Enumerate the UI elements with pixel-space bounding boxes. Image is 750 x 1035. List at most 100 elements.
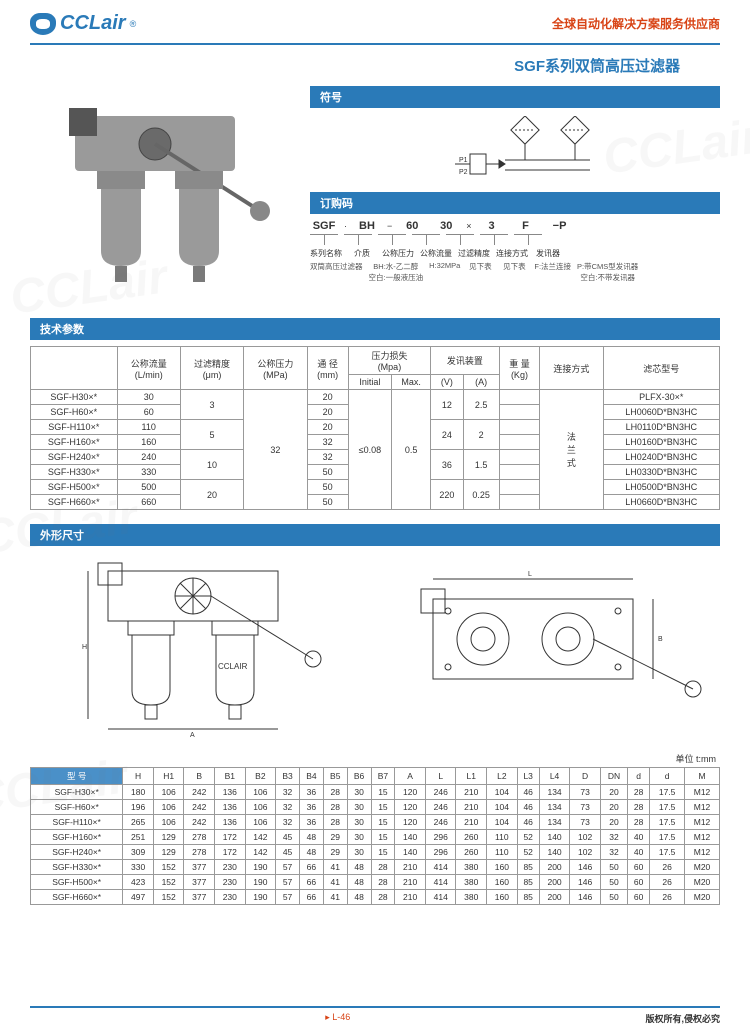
section-symbol: 符号 bbox=[310, 86, 720, 108]
table-cell: 2.5 bbox=[463, 390, 499, 420]
table-cell: 66 bbox=[299, 860, 323, 875]
table-cell: 309 bbox=[123, 845, 154, 860]
table-cell: 60 bbox=[628, 875, 650, 890]
table-cell: M12 bbox=[685, 785, 720, 800]
table-cell: 230 bbox=[215, 875, 246, 890]
table-cell: 414 bbox=[425, 875, 456, 890]
logo-icon bbox=[30, 13, 56, 35]
table-cell: 17.5 bbox=[650, 845, 685, 860]
table-cell: 50 bbox=[307, 480, 348, 495]
table-cell: 140 bbox=[539, 845, 570, 860]
table-cell: 60 bbox=[628, 860, 650, 875]
order-sublabel: 双筒高压过滤器 bbox=[310, 261, 363, 283]
order-seg: −P bbox=[546, 220, 574, 232]
table-cell: 120 bbox=[395, 785, 426, 800]
table-cell: 104 bbox=[487, 815, 518, 830]
table-cell: 32 bbox=[276, 785, 300, 800]
table-cell: 120 bbox=[395, 815, 426, 830]
table-cell: 120 bbox=[395, 800, 426, 815]
table-cell: 28 bbox=[371, 890, 395, 905]
table-cell: 28 bbox=[323, 800, 347, 815]
table-cell bbox=[499, 450, 540, 465]
table-cell: 380 bbox=[456, 890, 487, 905]
order-label: 介质 bbox=[348, 248, 376, 259]
table-cell: 57 bbox=[276, 890, 300, 905]
table-cell: 210 bbox=[395, 890, 426, 905]
table-cell: 57 bbox=[276, 860, 300, 875]
table-cell: 85 bbox=[517, 890, 539, 905]
table-cell: 200 bbox=[539, 860, 570, 875]
table-cell: SGF-H110×* bbox=[31, 815, 123, 830]
table-cell: SGF-H60×* bbox=[31, 800, 123, 815]
table-cell bbox=[499, 495, 540, 510]
svg-text:H: H bbox=[82, 644, 87, 651]
table-cell: 414 bbox=[425, 890, 456, 905]
table-cell: 30 bbox=[117, 390, 180, 405]
table-cell: 278 bbox=[184, 845, 215, 860]
table-cell: 17.5 bbox=[650, 830, 685, 845]
table-cell: 246 bbox=[425, 785, 456, 800]
table-cell: 28 bbox=[628, 785, 650, 800]
table-cell: 73 bbox=[570, 800, 601, 815]
table-cell: 242 bbox=[184, 800, 215, 815]
table-cell: 36 bbox=[299, 785, 323, 800]
table-cell: 36 bbox=[431, 450, 463, 480]
order-sublabel: F:法兰连接 bbox=[534, 261, 571, 283]
table-cell: 380 bbox=[456, 860, 487, 875]
order-label: 公称流量 bbox=[420, 248, 452, 259]
product-photo bbox=[30, 86, 290, 306]
table-cell: 140 bbox=[539, 830, 570, 845]
table-cell: 20 bbox=[180, 480, 243, 510]
order-sublabel: BH:水-乙二醇 空白:一般液压油 bbox=[369, 261, 424, 283]
table-cell: 32 bbox=[600, 830, 627, 845]
table-cell: 32 bbox=[244, 390, 307, 510]
table-cell: 2 bbox=[463, 420, 499, 450]
table-cell: SGF-H500×* bbox=[31, 875, 123, 890]
table-cell: SGF-H660×* bbox=[31, 890, 123, 905]
table-cell: 142 bbox=[245, 845, 276, 860]
order-seg: BH bbox=[353, 220, 381, 232]
table-cell: 210 bbox=[395, 875, 426, 890]
symbol-diagram: P1 P2 bbox=[310, 114, 720, 184]
table-cell: 12 bbox=[431, 390, 463, 420]
table-cell: 190 bbox=[245, 860, 276, 875]
table-cell: 15 bbox=[371, 800, 395, 815]
order-sublabel: P:带CMS型发讯器 空白:不带发讯器 bbox=[577, 261, 638, 283]
table-cell: 136 bbox=[215, 800, 246, 815]
table-cell: 52 bbox=[517, 845, 539, 860]
table-cell: 30 bbox=[347, 845, 371, 860]
table-cell: 66 bbox=[299, 890, 323, 905]
table-cell: 50 bbox=[600, 860, 627, 875]
table-cell: M20 bbox=[685, 875, 720, 890]
table-cell: SGF-H30×* bbox=[31, 785, 123, 800]
table-cell: SGF-H30×* bbox=[31, 390, 118, 405]
table-cell: 104 bbox=[487, 785, 518, 800]
table-cell: 140 bbox=[395, 845, 426, 860]
table-cell: 36 bbox=[299, 800, 323, 815]
table-cell: 46 bbox=[517, 785, 539, 800]
table-cell: 497 bbox=[123, 890, 154, 905]
order-seg: 3 bbox=[478, 220, 506, 232]
table-cell: 85 bbox=[517, 875, 539, 890]
table-cell: 106 bbox=[153, 800, 184, 815]
table-cell: M20 bbox=[685, 890, 720, 905]
table-cell: 423 bbox=[123, 875, 154, 890]
table-cell: 48 bbox=[299, 830, 323, 845]
table-cell: 160 bbox=[487, 860, 518, 875]
table-cell: 60 bbox=[117, 405, 180, 420]
table-cell: LH0500D*BN3HC bbox=[603, 480, 719, 495]
table-cell: 190 bbox=[245, 890, 276, 905]
tagline: 全球自动化解决方案服务供应商 bbox=[552, 15, 720, 32]
table-cell: 146 bbox=[570, 890, 601, 905]
table-cell: 17.5 bbox=[650, 800, 685, 815]
table-cell: M20 bbox=[685, 860, 720, 875]
table-cell: 10 bbox=[180, 450, 243, 480]
table-cell: 20 bbox=[600, 815, 627, 830]
logo-trademark: ® bbox=[130, 19, 137, 29]
order-label: 过滤精度 bbox=[458, 248, 490, 259]
table-cell: 17.5 bbox=[650, 785, 685, 800]
order-label: 系列名称 bbox=[310, 248, 342, 259]
table-cell: 246 bbox=[425, 815, 456, 830]
table-cell: 3 bbox=[180, 390, 243, 420]
table-cell: 29 bbox=[323, 845, 347, 860]
